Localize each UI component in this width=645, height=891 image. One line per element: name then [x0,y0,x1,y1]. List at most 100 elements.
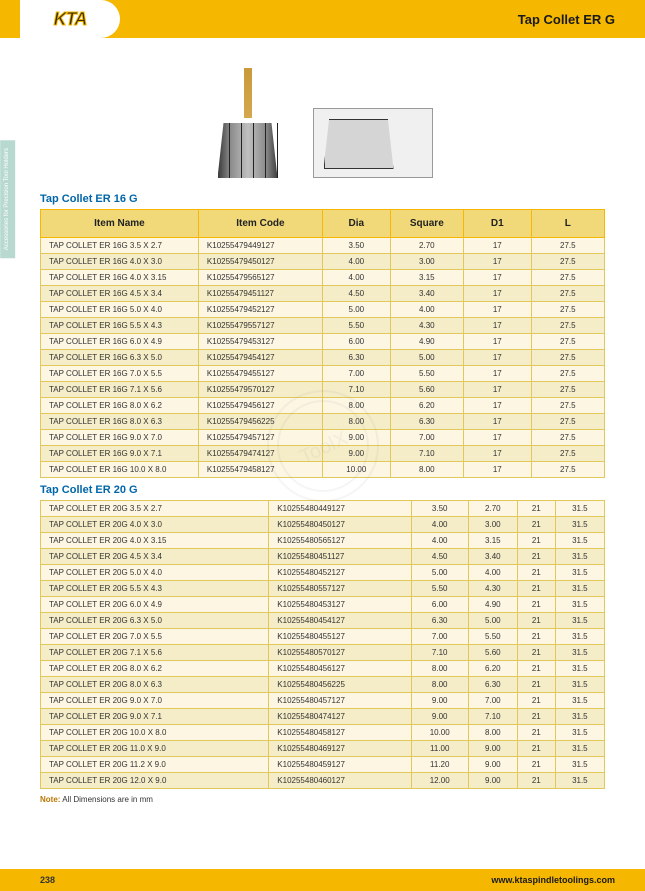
table-cell: 27.5 [531,430,604,446]
table-cell: 17 [463,462,531,478]
table-cell: 17 [463,238,531,254]
table-cell: 4.30 [390,318,463,334]
table-cell: 8.00 [390,462,463,478]
collet-slots-icon [218,123,278,178]
table-cell: 31.5 [555,613,604,629]
table-cell: 17 [463,350,531,366]
table-cell: 17 [463,270,531,286]
table-cell: 4.00 [322,270,390,286]
table-row: TAP COLLET ER 16G 4.0 X 3.0K102554794501… [41,254,605,270]
table-cell: K10255479451127 [198,286,322,302]
side-tab: Accessories for Precision Tool Holders [0,140,15,258]
table-cell: TAP COLLET ER 16G 7.1 X 5.6 [41,382,199,398]
table-cell: K10255480460127 [269,773,411,789]
table-cell: 21 [517,629,555,645]
table-cell: 27.5 [531,254,604,270]
table-row: TAP COLLET ER 20G 7.1 X 5.6K102554805701… [41,645,605,661]
table-row: TAP COLLET ER 16G 10.0 X 8.0K10255479458… [41,462,605,478]
table-cell: 31.5 [555,501,604,517]
table-cell: K10255479450127 [198,254,322,270]
table-cell: 4.50 [411,549,468,565]
table-cell: 31.5 [555,581,604,597]
table-cell: 2.70 [468,501,517,517]
table-cell: 17 [463,430,531,446]
table-cell: TAP COLLET ER 16G 4.0 X 3.15 [41,270,199,286]
table-cell: 5.60 [390,382,463,398]
table-cell: 27.5 [531,350,604,366]
table-cell: 21 [517,661,555,677]
table-cell: 10.00 [322,462,390,478]
table-cell: 5.60 [468,645,517,661]
table-cell: 17 [463,382,531,398]
table-cell: 7.10 [468,709,517,725]
table-cell: K10255480456225 [269,677,411,693]
table-cell: 5.00 [411,565,468,581]
table-cell: 4.90 [468,597,517,613]
table-cell: K10255480449127 [269,501,411,517]
table-cell: 27.5 [531,366,604,382]
table-cell: 17 [463,318,531,334]
table-cell: TAP COLLET ER 16G 8.0 X 6.3 [41,414,199,430]
table-cell: K10255480459127 [269,757,411,773]
table-row: TAP COLLET ER 20G 5.0 X 4.0K102554804521… [41,565,605,581]
table-cell: 21 [517,773,555,789]
table-row: TAP COLLET ER 20G 8.0 X 6.2K102554804561… [41,661,605,677]
table-cell: K10255479453127 [198,334,322,350]
table-cell: 31.5 [555,661,604,677]
table-row: TAP COLLET ER 16G 5.5 X 4.3K102554795571… [41,318,605,334]
table-cell: 9.00 [322,430,390,446]
table-cell: 6.30 [390,414,463,430]
table-cell: 5.50 [390,366,463,382]
table-row: TAP COLLET ER 20G 7.0 X 5.5K102554804551… [41,629,605,645]
table-cell: 21 [517,533,555,549]
table-cell: 9.00 [411,709,468,725]
table-cell: 31.5 [555,533,604,549]
table-cell: TAP COLLET ER 16G 3.5 X 2.7 [41,238,199,254]
table-cell: 4.90 [390,334,463,350]
table-cell: TAP COLLET ER 20G 5.5 X 4.3 [41,581,269,597]
table-cell: 9.00 [468,757,517,773]
table-row: TAP COLLET ER 16G 8.0 X 6.2K102554794561… [41,398,605,414]
table-cell: 5.50 [322,318,390,334]
header-bar: KTA Tap Collet ER G [0,0,645,38]
table-cell: 21 [517,741,555,757]
table-row: TAP COLLET ER 20G 11.0 X 9.0K10255480469… [41,741,605,757]
table-cell: 4.50 [322,286,390,302]
table-cell: 5.50 [411,581,468,597]
table-row: TAP COLLET ER 20G 8.0 X 6.3K102554804562… [41,677,605,693]
table-cell: 21 [517,709,555,725]
table-row: TAP COLLET ER 20G 3.5 X 2.7K102554804491… [41,501,605,517]
table-cell: 7.00 [322,366,390,382]
table-cell: K10255479457127 [198,430,322,446]
table-cell: 9.00 [322,446,390,462]
table-row: TAP COLLET ER 16G 6.0 X 4.9K102554794531… [41,334,605,350]
table-cell: 8.00 [322,398,390,414]
column-header: Item Code [198,210,322,238]
table-cell: 9.00 [411,693,468,709]
table-cell: 7.10 [322,382,390,398]
table-cell: TAP COLLET ER 20G 8.0 X 6.2 [41,661,269,677]
footer-bar: 238 www.ktaspindletoolings.com [0,869,645,891]
table-cell: 31.5 [555,741,604,757]
table-cell: 17 [463,334,531,350]
table-cell: 21 [517,581,555,597]
table-cell: K10255480565127 [269,533,411,549]
table-cell: 31.5 [555,629,604,645]
table-row: TAP COLLET ER 16G 9.0 X 7.1K102554794741… [41,446,605,462]
table-cell: 5.00 [322,302,390,318]
table-cell: 21 [517,565,555,581]
table-row: TAP COLLET ER 20G 11.2 X 9.0K10255480459… [41,757,605,773]
table-cell: K10255480469127 [269,741,411,757]
table-cell: TAP COLLET ER 16G 7.0 X 5.5 [41,366,199,382]
table-cell: 31.5 [555,709,604,725]
table-cell: K10255479454127 [198,350,322,366]
table-cell: TAP COLLET ER 16G 9.0 X 7.0 [41,430,199,446]
table-cell: 21 [517,517,555,533]
table-row: TAP COLLET ER 16G 8.0 X 6.3K102554794562… [41,414,605,430]
table-cell: 10.00 [411,725,468,741]
table-cell: 4.00 [322,254,390,270]
table-cell: 6.00 [322,334,390,350]
table-cell: 3.50 [411,501,468,517]
table-row: TAP COLLET ER 20G 10.0 X 8.0K10255480458… [41,725,605,741]
table-cell: 9.00 [468,773,517,789]
